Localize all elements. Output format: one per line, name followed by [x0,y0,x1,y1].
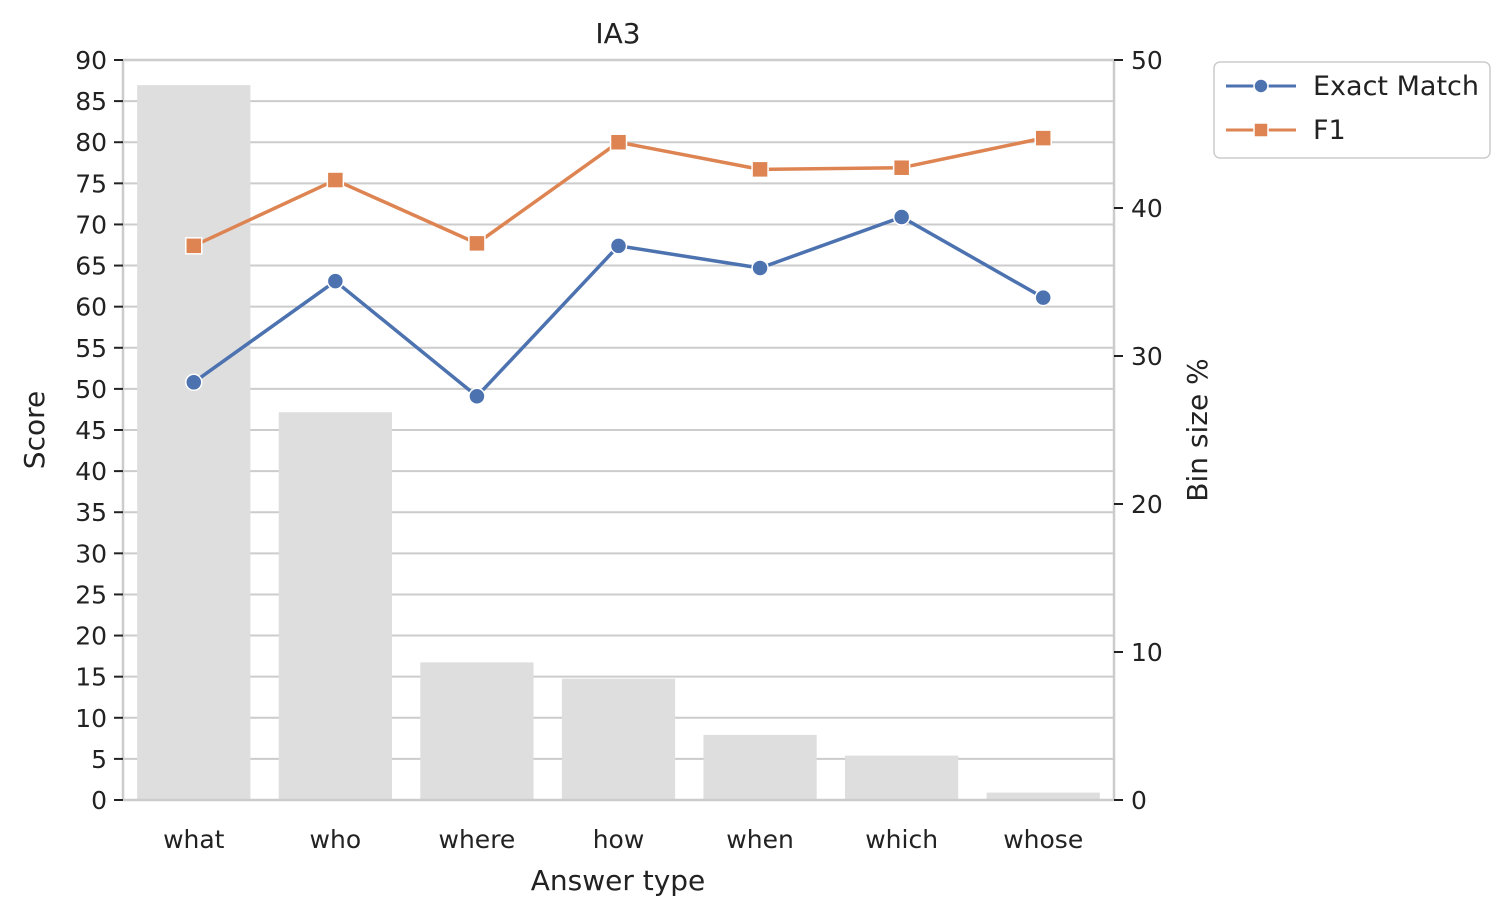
y-axis-label: Score [18,391,51,469]
point-f1-which [892,158,911,177]
bar-what [137,85,251,800]
y-tick-label-10: 10 [75,704,107,733]
y-tick-label-25: 25 [75,580,107,609]
x-tick-label-when: when [726,825,794,854]
legend-exact-match-label: Exact Match [1313,71,1479,102]
x-axis-label: Answer type [531,864,706,897]
point-f1-whose [1034,129,1052,147]
y2-tick-label-10: 10 [1131,638,1163,667]
bar-which [845,755,959,800]
score-lines [185,129,1052,406]
legend: Exact Match F1 [1213,61,1491,159]
y-tick-label-75: 75 [75,169,107,198]
y-tick-label-60: 60 [75,293,107,322]
y-tick-label-80: 80 [75,128,107,157]
point-f1-where [468,234,486,253]
bar-where [420,662,534,800]
bar-how [561,678,676,800]
x-tick-label-who: who [310,825,362,854]
bin-size-bars [137,85,1100,800]
y2-tick-label-30: 30 [1131,342,1163,371]
point-exact-match-which [892,208,911,226]
legend-exact-match-marker [1253,78,1269,94]
y-tick-label-70: 70 [75,210,107,239]
y-tick-label-15: 15 [75,663,107,692]
bar-whose [986,792,1100,800]
y2-axis-label: Bin size % [1181,358,1214,501]
y2-tick-label-40: 40 [1131,194,1163,223]
x-tick-label-whose: whose [1003,825,1083,854]
bar-when [703,734,817,800]
y-tick-label-85: 85 [75,87,107,116]
y-tick-label-30: 30 [75,539,107,568]
y-tick-label-35: 35 [75,498,107,527]
y-tick-label-20: 20 [75,622,107,651]
axes: 0 5 10 15 20 25 30 35 40 45 50 55 60 65 70 75 80 85 90 0 10 2… [75,46,1163,854]
y2-tick-label-50: 50 [1131,46,1163,75]
x-tick-label-where: where [439,825,516,854]
point-exact-match-how [609,237,628,255]
line-f1 [193,136,1044,248]
point-f1-what [185,237,203,255]
y-tick-label-90: 90 [75,46,107,75]
point-f1-who [326,171,345,189]
legend-f1-marker [1253,122,1269,138]
y-tick-label-0: 0 [91,786,107,815]
y-tick-label-65: 65 [75,252,107,281]
point-exact-match-where [468,387,486,406]
y2-tick-label-0: 0 [1131,786,1147,815]
y-tick-label-55: 55 [75,334,107,363]
x-tick-label-what: what [163,825,225,854]
point-exact-match-when [751,259,769,277]
legend-f1-label: F1 [1313,115,1346,146]
y-tick-label-40: 40 [75,457,107,486]
x-tick-label-which: which [865,825,938,854]
y-tick-label-50: 50 [75,375,107,404]
point-exact-match-whose [1034,288,1052,307]
point-f1-how [609,133,628,151]
point-f1-when [751,160,769,179]
bar-who [278,412,392,800]
point-exact-match-what [185,373,203,392]
point-exact-match-who [326,272,345,290]
y-tick-label-45: 45 [75,416,107,445]
chart-title: IA3 [595,17,640,50]
y2-tick-label-20: 20 [1131,490,1163,519]
x-tick-label-how: how [593,825,645,854]
y-tick-label-5: 5 [91,745,107,774]
